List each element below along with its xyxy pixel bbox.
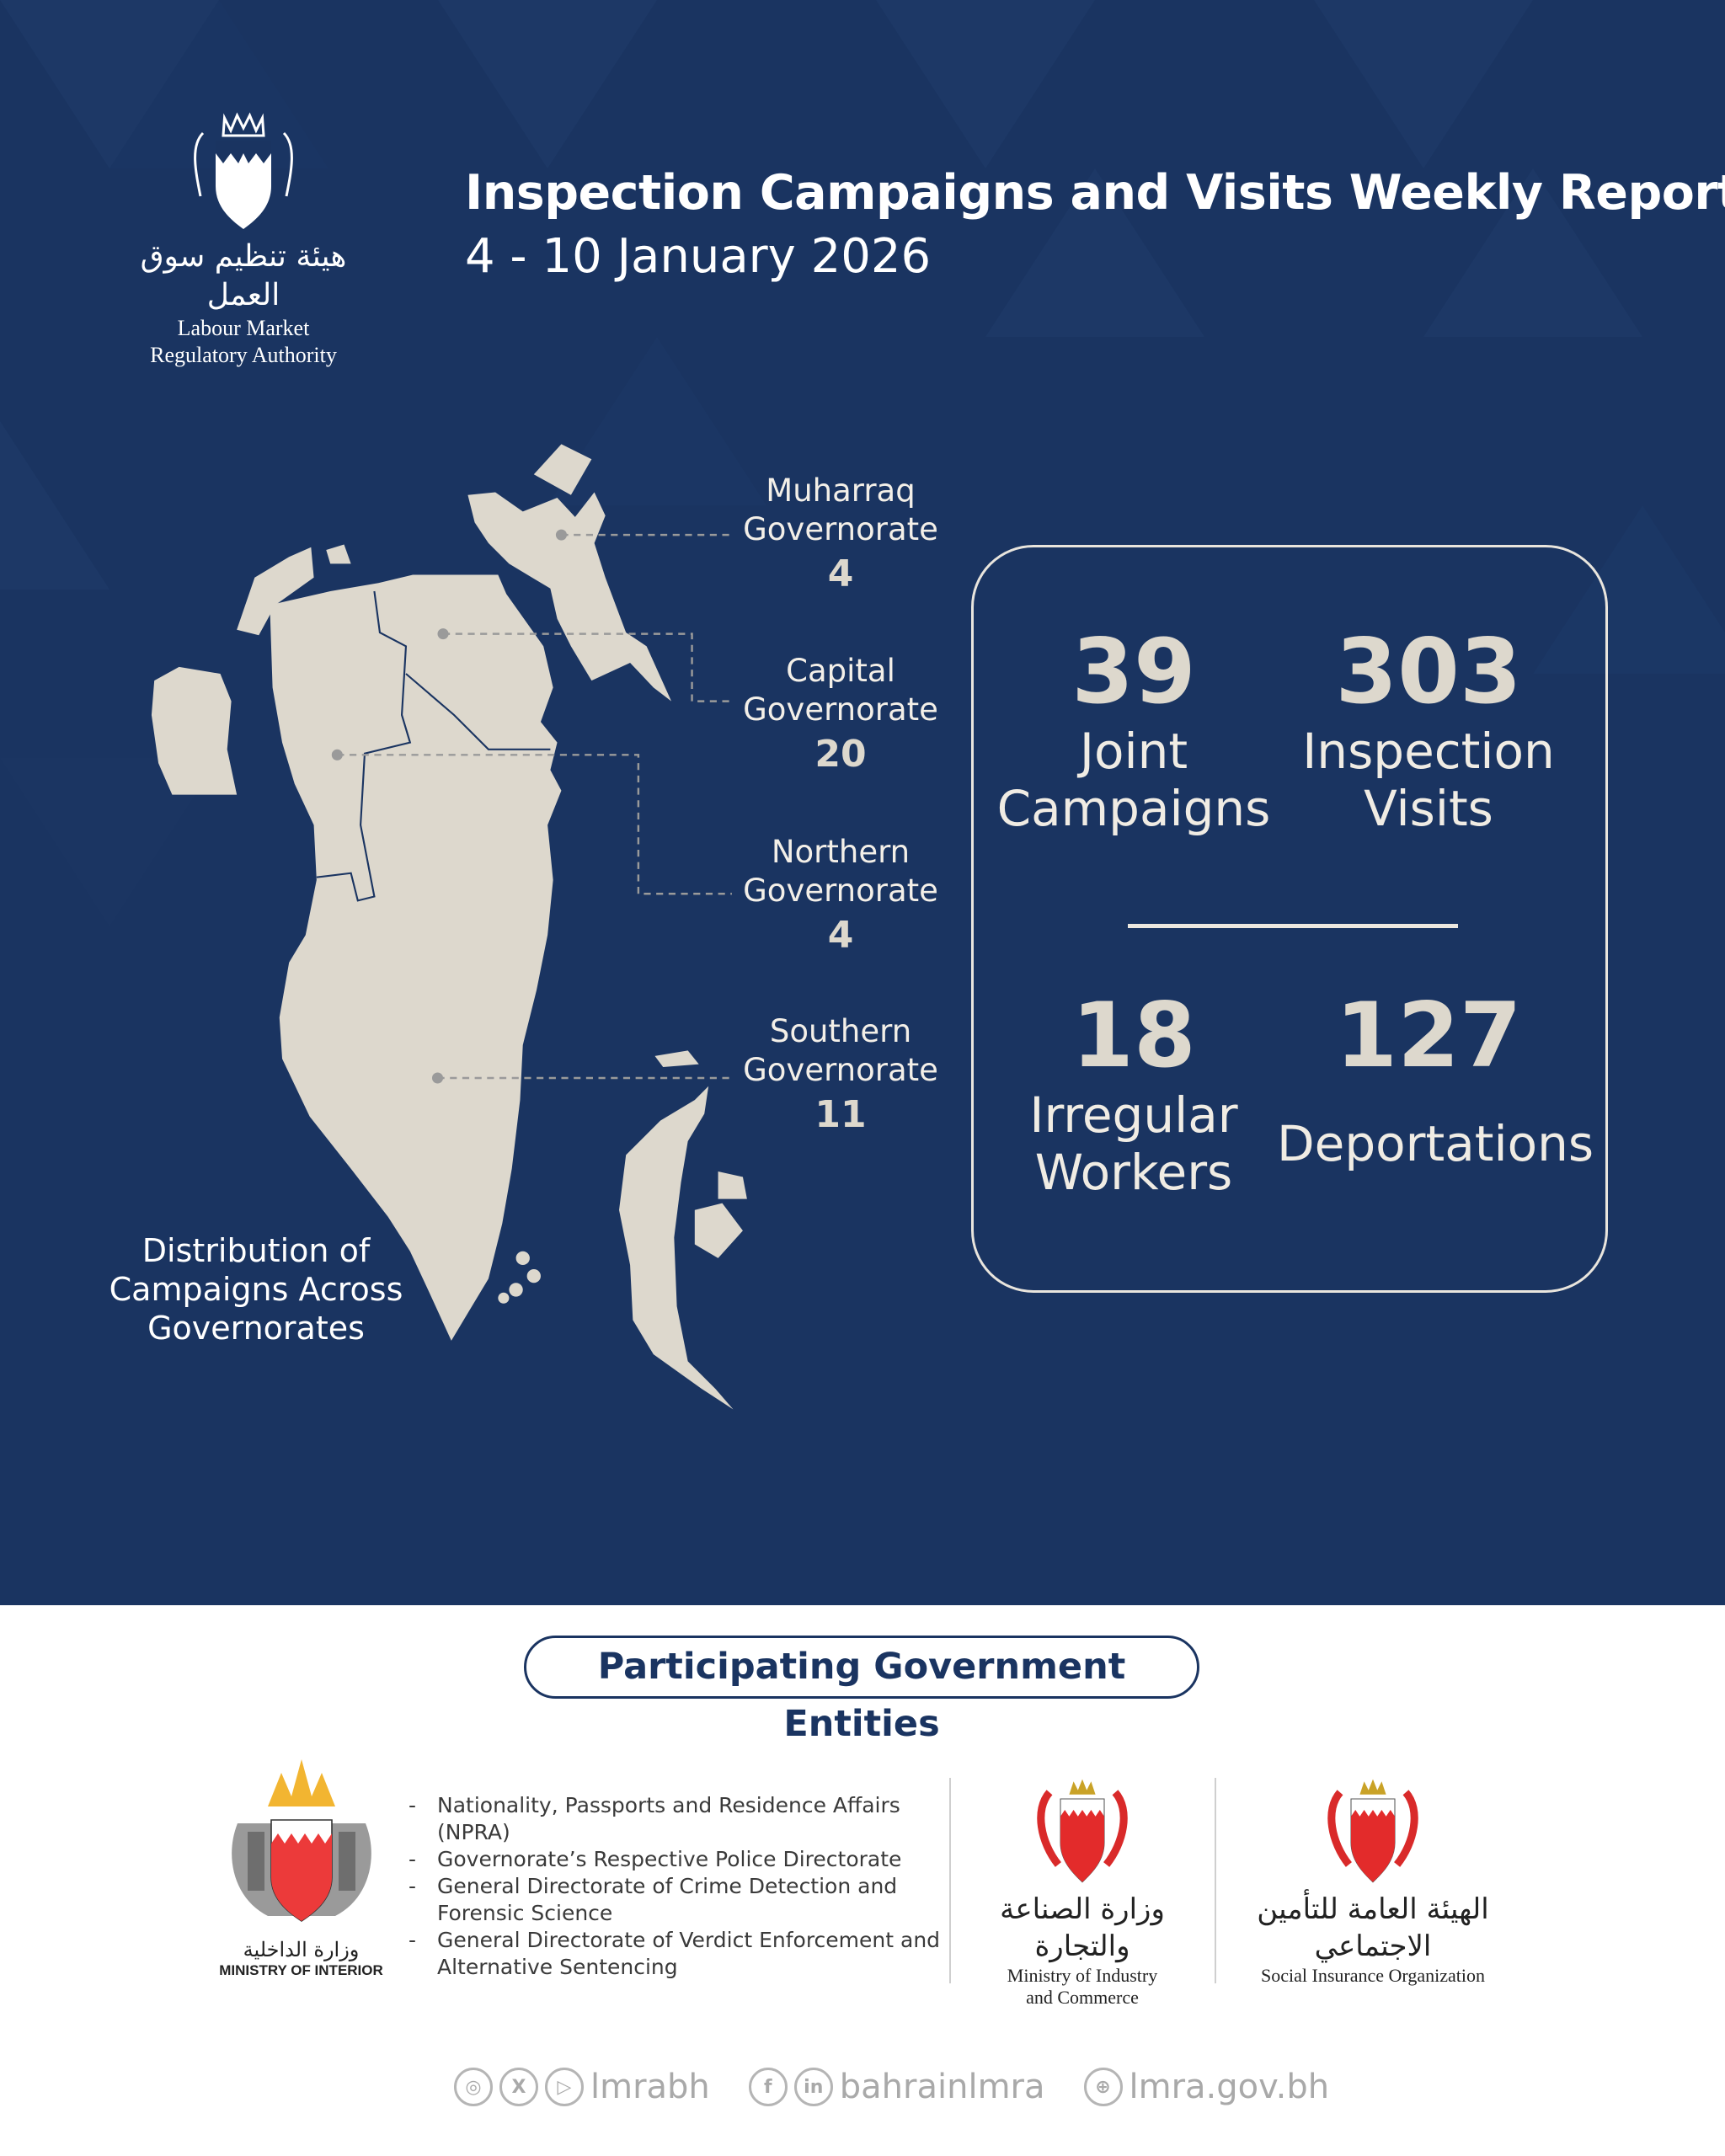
x-icon[interactable]: X (499, 2068, 538, 2106)
governorate-name: Governorate (743, 511, 938, 547)
governorate-name: Governorate (743, 1052, 938, 1088)
muharraq-marker (555, 529, 567, 541)
stat-label: Deportations (1277, 1115, 1594, 1172)
youtube-icon[interactable]: ▷ (545, 2068, 584, 2106)
facebook-icon[interactable]: f (748, 2068, 788, 2106)
linkedin-icon[interactable]: in (793, 2068, 833, 2106)
stat-joint-campaigns: 39 Joint Campaigns (982, 620, 1285, 838)
sio-arabic-name: الهيئة العامة للتأمين الاجتماعي (1257, 1892, 1489, 1963)
governorate-name: Governorate (743, 873, 938, 909)
list-item: Governorate’s Respective Police Director… (409, 1846, 948, 1873)
handle-lmrabh[interactable]: lmrabh (590, 2068, 710, 2106)
moic-emblem-icon (1037, 1779, 1128, 1883)
instagram-icon[interactable]: ◎ (454, 2068, 493, 2106)
stat-deportations: 127 Deportations (1277, 984, 1594, 1173)
governorate-count: 4 (827, 914, 854, 957)
map-north-islet (326, 544, 351, 564)
governorate-name: Southern (769, 1013, 912, 1049)
stat-label: Visits (1364, 780, 1493, 837)
lmra-logo: هيئة تنظيم سوق العمل Labour Market Regul… (117, 108, 370, 367)
stat-label: Campaigns (996, 780, 1271, 837)
handle-bahrainlmra[interactable]: bahrainlmra (839, 2068, 1045, 2106)
list-item: Nationality, Passports and Residence Aff… (409, 1792, 948, 1846)
governorate-name: Capital (786, 653, 895, 689)
southern-marker (431, 1072, 444, 1084)
moic-name-line1: Ministry of Industry (1007, 1965, 1158, 1986)
capital-marker (437, 628, 449, 640)
moic-arabic-name: وزارة الصناعة والتجارة (1000, 1892, 1165, 1963)
lmra-emblem-icon (194, 112, 293, 229)
report-date-range: 4 - 10 January 2026 (465, 229, 932, 284)
social-footer: ◎ X ▷ lmrabh f in bahrainlmra ⊕ lmra.gov… (454, 2062, 1329, 2112)
governorate-count: 20 (814, 733, 867, 776)
sio-name: Social Insurance Organization (1261, 1965, 1485, 1986)
map-umm-nasan-island (151, 666, 238, 795)
moic-logo: وزارة الصناعة والتجارة Ministry of Indus… (969, 1777, 1196, 2009)
governorate-name: Governorate (743, 691, 938, 728)
stat-label: Workers (1034, 1144, 1233, 1201)
stat-label: Inspection (1302, 723, 1555, 780)
moi-emblem-icon (231, 1759, 371, 1922)
caption-line: Campaigns Across (109, 1271, 403, 1308)
stat-irregular-workers: 18 Irregular Workers (982, 984, 1285, 1202)
map-governorate-borders (316, 590, 551, 902)
list-item: General Directorate of Verdict Enforceme… (409, 1927, 948, 1981)
map-main-island (270, 574, 562, 1341)
list-item: General Directorate of Crime Detection a… (409, 1873, 948, 1927)
map-caption: Distribution of Campaigns Across Governo… (88, 1231, 425, 1348)
globe-icon: ⊕ (1083, 2068, 1123, 2106)
hero-section: هيئة تنظيم سوق العمل Labour Market Regul… (0, 0, 1725, 1605)
entities-heading: Participating Government Entities (524, 1636, 1199, 1745)
map-muharraq-island (467, 492, 672, 702)
map-northwest-island (237, 547, 314, 636)
entity-divider (1215, 1778, 1216, 1983)
page-title: Inspection Campaigns and Visits Weekly R… (465, 165, 1725, 221)
governorate-muharraq: Muharraq Governorate 4 (714, 472, 967, 600)
moi-name: MINISTRY OF INTERIOR (219, 1962, 383, 1978)
website-link[interactable]: lmra.gov.bh (1129, 2068, 1330, 2106)
lmra-name-line1: Labour Market (177, 316, 310, 340)
stat-value: 303 (1335, 620, 1522, 723)
stat-label: Irregular (1029, 1086, 1238, 1144)
stat-value: 18 (1071, 984, 1196, 1087)
stats-card: 39 Joint Campaigns 303 Inspection Visits… (971, 545, 1608, 1293)
sio-logo: الهيئة العامة للتأمين الاجتماعي Social I… (1230, 1777, 1516, 1987)
caption-line: Governorates (147, 1310, 365, 1347)
stat-inspection-visits: 303 Inspection Visits (1277, 620, 1580, 838)
governorate-name: Northern (771, 834, 911, 870)
moi-arabic-name: وزارة الداخلية (243, 1938, 360, 1961)
stats-divider (1128, 924, 1458, 928)
entity-divider (949, 1778, 951, 1983)
stat-label: Joint (1079, 723, 1188, 780)
caption-line: Distribution of (142, 1232, 371, 1269)
map-muharraq-airport (533, 444, 592, 495)
sio-emblem-icon (1327, 1779, 1418, 1883)
stat-value: 127 (1335, 984, 1522, 1087)
governorate-northern: Northern Governorate 4 (714, 833, 967, 961)
governorate-southern: Southern Governorate 11 (714, 1012, 967, 1140)
governorate-count: 4 (827, 552, 854, 595)
governorate-count: 11 (814, 1093, 867, 1136)
lmra-arabic-name: هيئة تنظيم سوق العمل (140, 239, 347, 312)
stat-value: 39 (1071, 620, 1196, 723)
lmra-name-line2: Regulatory Authority (150, 343, 337, 367)
map-leader-lines (337, 533, 732, 1080)
bahrain-map (151, 444, 747, 1410)
northern-marker (331, 749, 343, 760)
moi-departments-list: Nationality, Passports and Residence Aff… (409, 1792, 948, 1981)
moic-name-line2: and Commerce (1026, 1987, 1139, 2008)
background-pattern (0, 0, 1725, 1605)
moi-logo: وزارة الداخلية MINISTRY OF INTERIOR (211, 1756, 392, 1979)
governorate-capital: Capital Governorate 20 (714, 652, 967, 780)
governorate-name: Muharraq (766, 472, 916, 509)
map-hawar-islands (619, 1086, 734, 1410)
